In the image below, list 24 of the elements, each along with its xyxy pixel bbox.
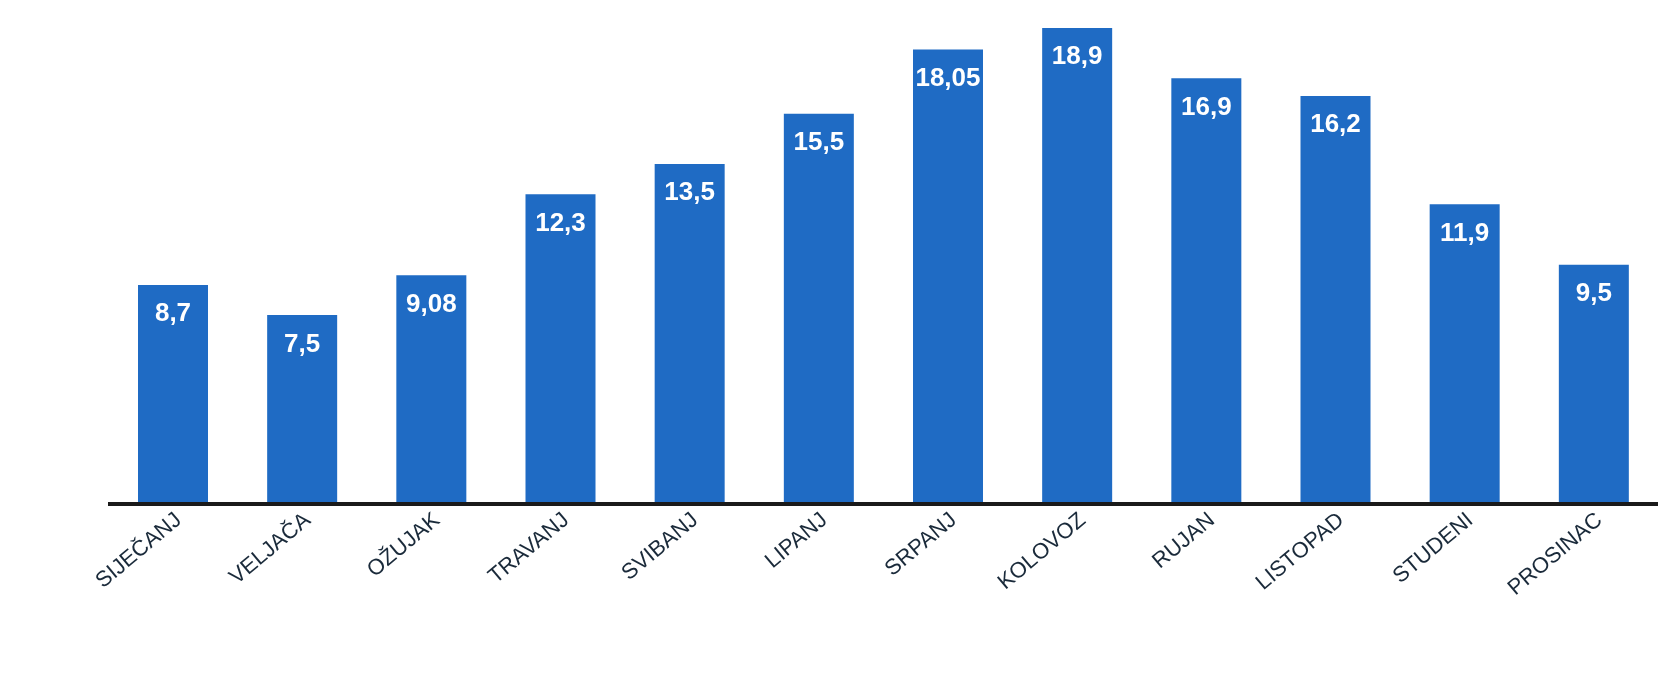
data-label: 9,08 <box>406 287 457 318</box>
data-label: 16,2 <box>1310 108 1361 139</box>
bar <box>525 194 596 504</box>
data-label: 7,5 <box>284 327 321 358</box>
bar <box>1042 28 1113 504</box>
bar <box>396 275 467 504</box>
data-label: 12,3 <box>535 206 586 237</box>
data-label: 18,05 <box>915 61 981 92</box>
bar <box>267 315 338 504</box>
bar <box>913 49 983 504</box>
data-label: 16,9 <box>1181 90 1232 121</box>
bar <box>138 284 208 504</box>
data-label: 13,5 <box>664 176 715 207</box>
data-label: 11,9 <box>1440 216 1490 247</box>
data-label: 15,5 <box>793 126 845 157</box>
data-label: 8,7 <box>154 297 192 328</box>
bar <box>783 113 854 504</box>
data-label: 9,5 <box>1575 277 1612 308</box>
data-label: 18,9 <box>1051 40 1103 71</box>
bar <box>1558 264 1629 504</box>
bar <box>1429 204 1500 504</box>
bar <box>654 164 725 504</box>
bar <box>1300 96 1371 504</box>
bar <box>1171 78 1242 504</box>
